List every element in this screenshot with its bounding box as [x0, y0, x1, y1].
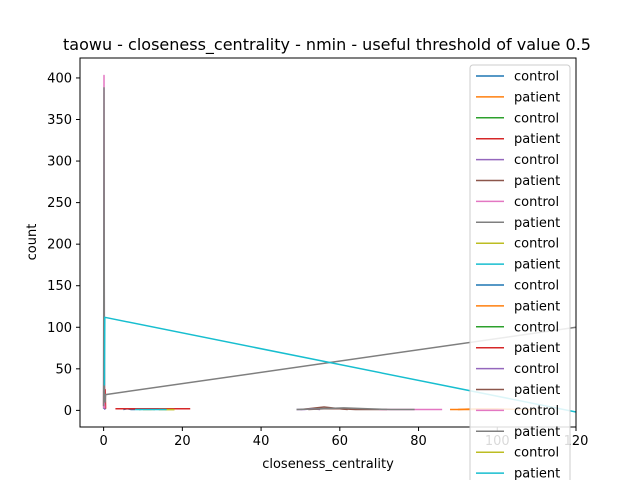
x-tick-label: 80 [410, 434, 427, 449]
legend: control patient control patient control patie… [469, 64, 571, 480]
legend-label: patient [514, 132, 560, 147]
legend-label: patient [514, 216, 560, 231]
legend-label: control [514, 362, 559, 377]
x-tick-label: 20 [174, 434, 191, 449]
legend-label: patient [514, 425, 560, 440]
chart-title: taowu - closeness_centrality - nmin - us… [63, 35, 591, 55]
y-axis-title: count [25, 224, 40, 261]
legend-label: patient [514, 383, 560, 398]
y-tick-label: 50 [55, 362, 72, 377]
legend-label: control [514, 279, 559, 294]
legend-label: control [514, 404, 559, 419]
y-tick-label: 0 [64, 404, 72, 419]
legend-label: control [514, 195, 559, 210]
legend-label: control [514, 70, 559, 85]
legend-label: control [514, 446, 559, 461]
y-tick-label: 100 [47, 321, 72, 336]
legend-label: patient [514, 341, 560, 356]
y-tick-label: 350 [47, 113, 72, 128]
x-tick-label: 40 [253, 434, 270, 449]
legend-label: patient [514, 90, 560, 105]
legend-label: patient [514, 467, 560, 480]
x-axis-title: closeness_centrality [262, 457, 394, 472]
series-line-17 [296, 407, 415, 411]
y-tick-label: 250 [47, 196, 72, 211]
series-line-7 [102, 87, 577, 407]
x-tick-label: 0 [99, 434, 107, 449]
legend-label: patient [514, 299, 560, 314]
x-tick-label: 60 [332, 434, 349, 449]
y-tick-label: 300 [47, 155, 72, 170]
y-tick-label: 200 [47, 238, 72, 253]
legend-label: control [514, 153, 559, 168]
y-tick-label: 150 [47, 279, 72, 294]
legend-label: patient [514, 258, 560, 273]
legend-label: control [514, 237, 559, 252]
series-line-9 [103, 316, 577, 413]
y-axis: 0 50 100 150 200 250 300 350 400 [47, 71, 80, 419]
legend-label: control [514, 111, 559, 126]
series-layer [102, 74, 577, 413]
legend-box [469, 64, 571, 480]
y-tick-label: 400 [47, 71, 72, 86]
legend-label: patient [514, 174, 560, 189]
plot-frame [79, 57, 577, 428]
legend-label: control [514, 320, 559, 335]
